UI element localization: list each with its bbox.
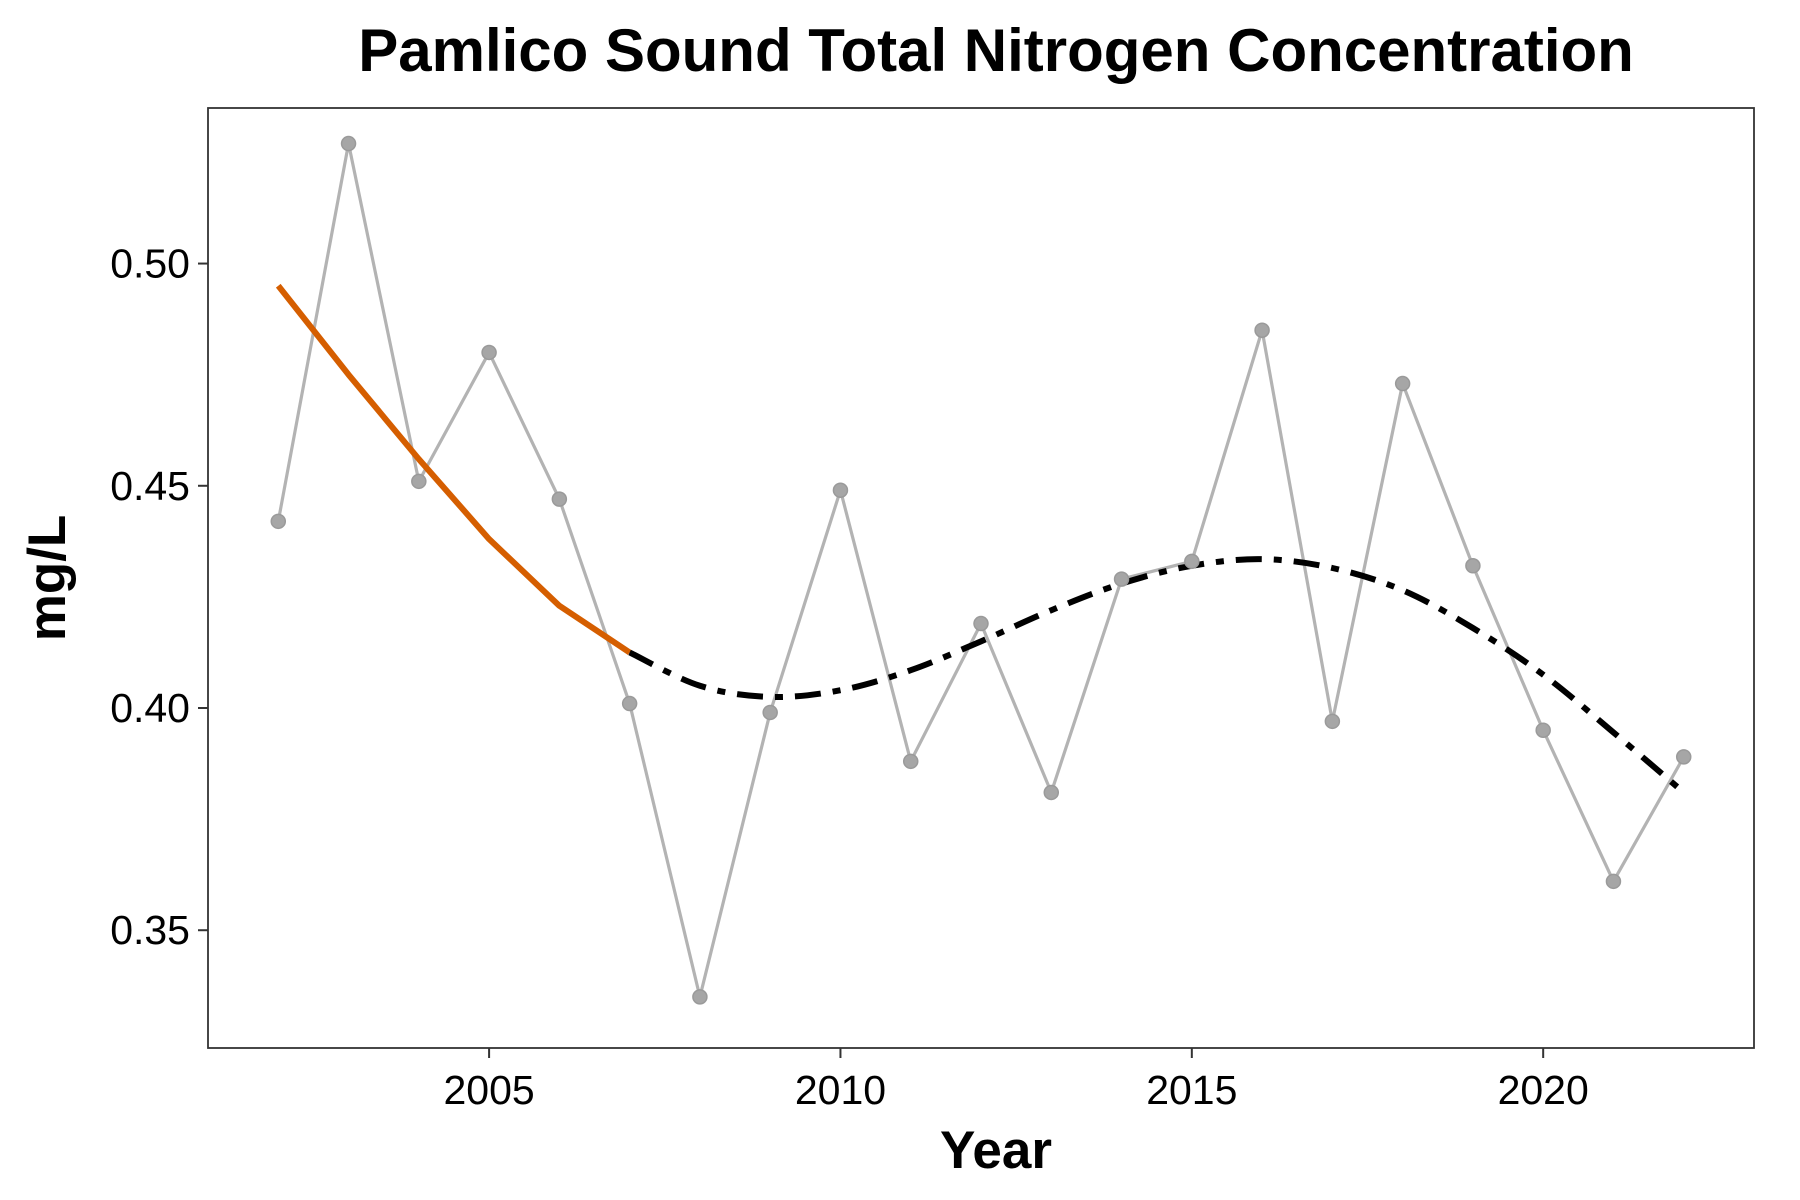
series-layer <box>270 135 1692 1005</box>
y-tick-label: 0.40 <box>110 685 190 731</box>
y-axis: 0.35 0.40 0.45 0.50 <box>110 241 208 953</box>
solid-trend-line <box>275 283 632 655</box>
data-point <box>411 473 427 490</box>
data-point <box>551 491 568 507</box>
data-point <box>973 615 989 632</box>
data-point <box>832 482 849 498</box>
x-axis-title: Year <box>940 1121 1052 1180</box>
data-point <box>1324 713 1341 730</box>
data-point <box>1043 784 1060 801</box>
data-point <box>692 989 708 1005</box>
data-point <box>1184 553 1200 570</box>
data-point <box>1605 873 1622 890</box>
data-point <box>621 695 638 712</box>
x-tick-label: 2015 <box>1146 1067 1237 1113</box>
data-point <box>270 513 287 530</box>
plot-panel <box>207 107 1755 1049</box>
x-axis: 2005 2010 2015 2020 <box>443 1048 1589 1113</box>
x-tick-label: 2005 <box>443 1067 534 1113</box>
x-tick-label: 2020 <box>1498 1067 1589 1113</box>
data-point <box>1113 571 1130 587</box>
y-tick-label: 0.50 <box>110 241 190 287</box>
data-point <box>1394 375 1411 392</box>
data-point <box>1465 558 1481 574</box>
data-point <box>340 135 357 152</box>
y-tick-label: 0.35 <box>110 907 190 953</box>
data-point <box>1535 722 1551 738</box>
x-tick-label: 2010 <box>795 1067 886 1113</box>
y-axis-title: mg/L <box>18 515 77 642</box>
chart-title: Pamlico Sound Total Nitrogen Concentrati… <box>358 17 1634 84</box>
dashed-trend-line <box>628 556 1686 795</box>
y-tick-label: 0.45 <box>110 463 190 509</box>
data-point <box>1254 322 1270 338</box>
data-point <box>762 704 778 721</box>
data-point <box>902 753 919 770</box>
data-point <box>481 344 497 361</box>
data-point <box>1675 749 1692 765</box>
